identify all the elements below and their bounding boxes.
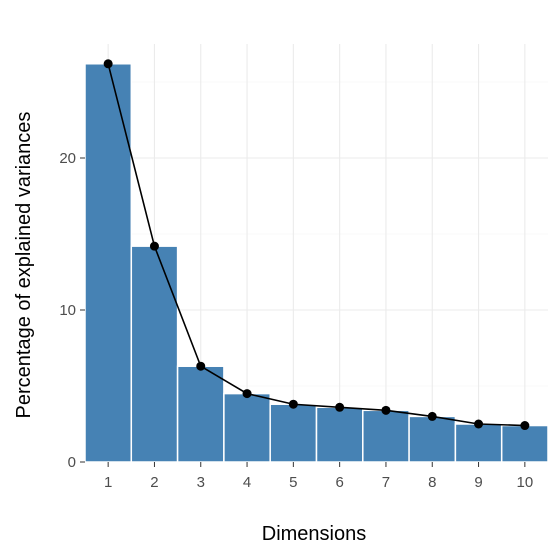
x-tick-label: 2 — [150, 474, 158, 491]
x-tick-label: 5 — [289, 474, 297, 491]
point-dim-4 — [242, 389, 252, 399]
bar-dim-7 — [362, 409, 410, 463]
bar-dim-6 — [315, 406, 364, 463]
point-dim-9 — [474, 419, 484, 429]
x-tick-label: 9 — [474, 474, 482, 491]
y-tick-label: 0 — [68, 454, 76, 471]
point-dim-7 — [381, 405, 391, 415]
point-dim-6 — [335, 402, 345, 412]
grid — [85, 44, 548, 463]
points — [103, 59, 530, 431]
x-tick-label: 3 — [197, 474, 205, 491]
point-dim-2 — [149, 241, 159, 251]
x-axis-title: Dimensions — [262, 523, 366, 545]
line-layer — [107, 63, 525, 427]
point-dim-10 — [520, 421, 530, 431]
bar-dim-4 — [223, 392, 271, 463]
bar-dim-10 — [500, 424, 549, 463]
bar-dim-3 — [176, 365, 225, 463]
bar-dim-9 — [454, 423, 503, 463]
x-tick-label: 10 — [517, 474, 534, 491]
point-dim-1 — [103, 59, 113, 69]
y-tick-label: 20 — [59, 150, 76, 167]
bar-dim-8 — [408, 415, 457, 463]
bars — [84, 63, 549, 463]
y-tick-label: 10 — [59, 302, 76, 319]
point-dim-3 — [196, 361, 206, 371]
x-tick-label: 1 — [104, 474, 112, 491]
bar-dim-5 — [269, 403, 318, 463]
series-line — [107, 63, 525, 427]
x-tick-label: 4 — [243, 474, 251, 491]
x-tick-label: 7 — [382, 474, 390, 491]
y-axis-title: Percentage of explained variances — [13, 112, 35, 419]
x-tick-label: 8 — [428, 474, 436, 491]
bar-dim-1 — [84, 63, 133, 463]
x-tick-label: 6 — [335, 474, 343, 491]
x-axis: 1 2 3 4 5 6 7 8 9 10 — [104, 462, 533, 491]
bar-dim-2 — [130, 245, 179, 463]
y-axis: 0 10 20 — [59, 150, 85, 471]
point-dim-8 — [427, 411, 437, 421]
point-dim-5 — [288, 399, 298, 409]
